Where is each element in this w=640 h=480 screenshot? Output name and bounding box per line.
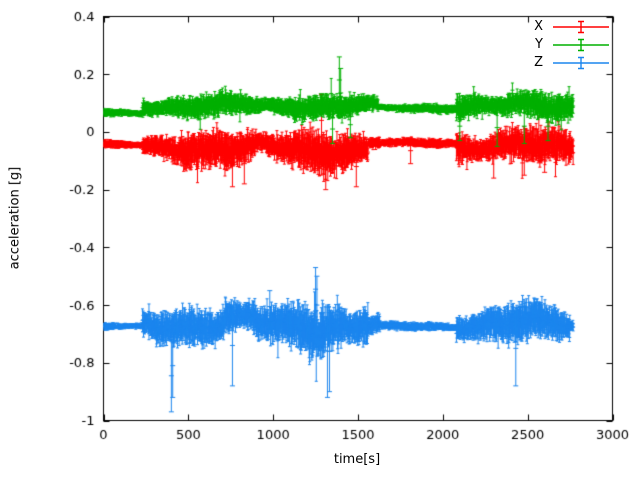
y-axis-label: acceleration [g] [7,166,23,270]
legend-item-z: Z [534,55,610,71]
legend-sample-x [553,20,609,34]
legend-sample-y [553,38,609,52]
legend-sample-z [553,56,609,70]
legend-item-y: Y [534,37,610,53]
legend-label-z: Z [534,55,543,70]
legend-label-y: Y [535,37,543,52]
x-axis-label: time[s] [333,452,381,467]
legend-label-x: X [534,19,543,34]
legend-item-x: X [534,19,610,35]
